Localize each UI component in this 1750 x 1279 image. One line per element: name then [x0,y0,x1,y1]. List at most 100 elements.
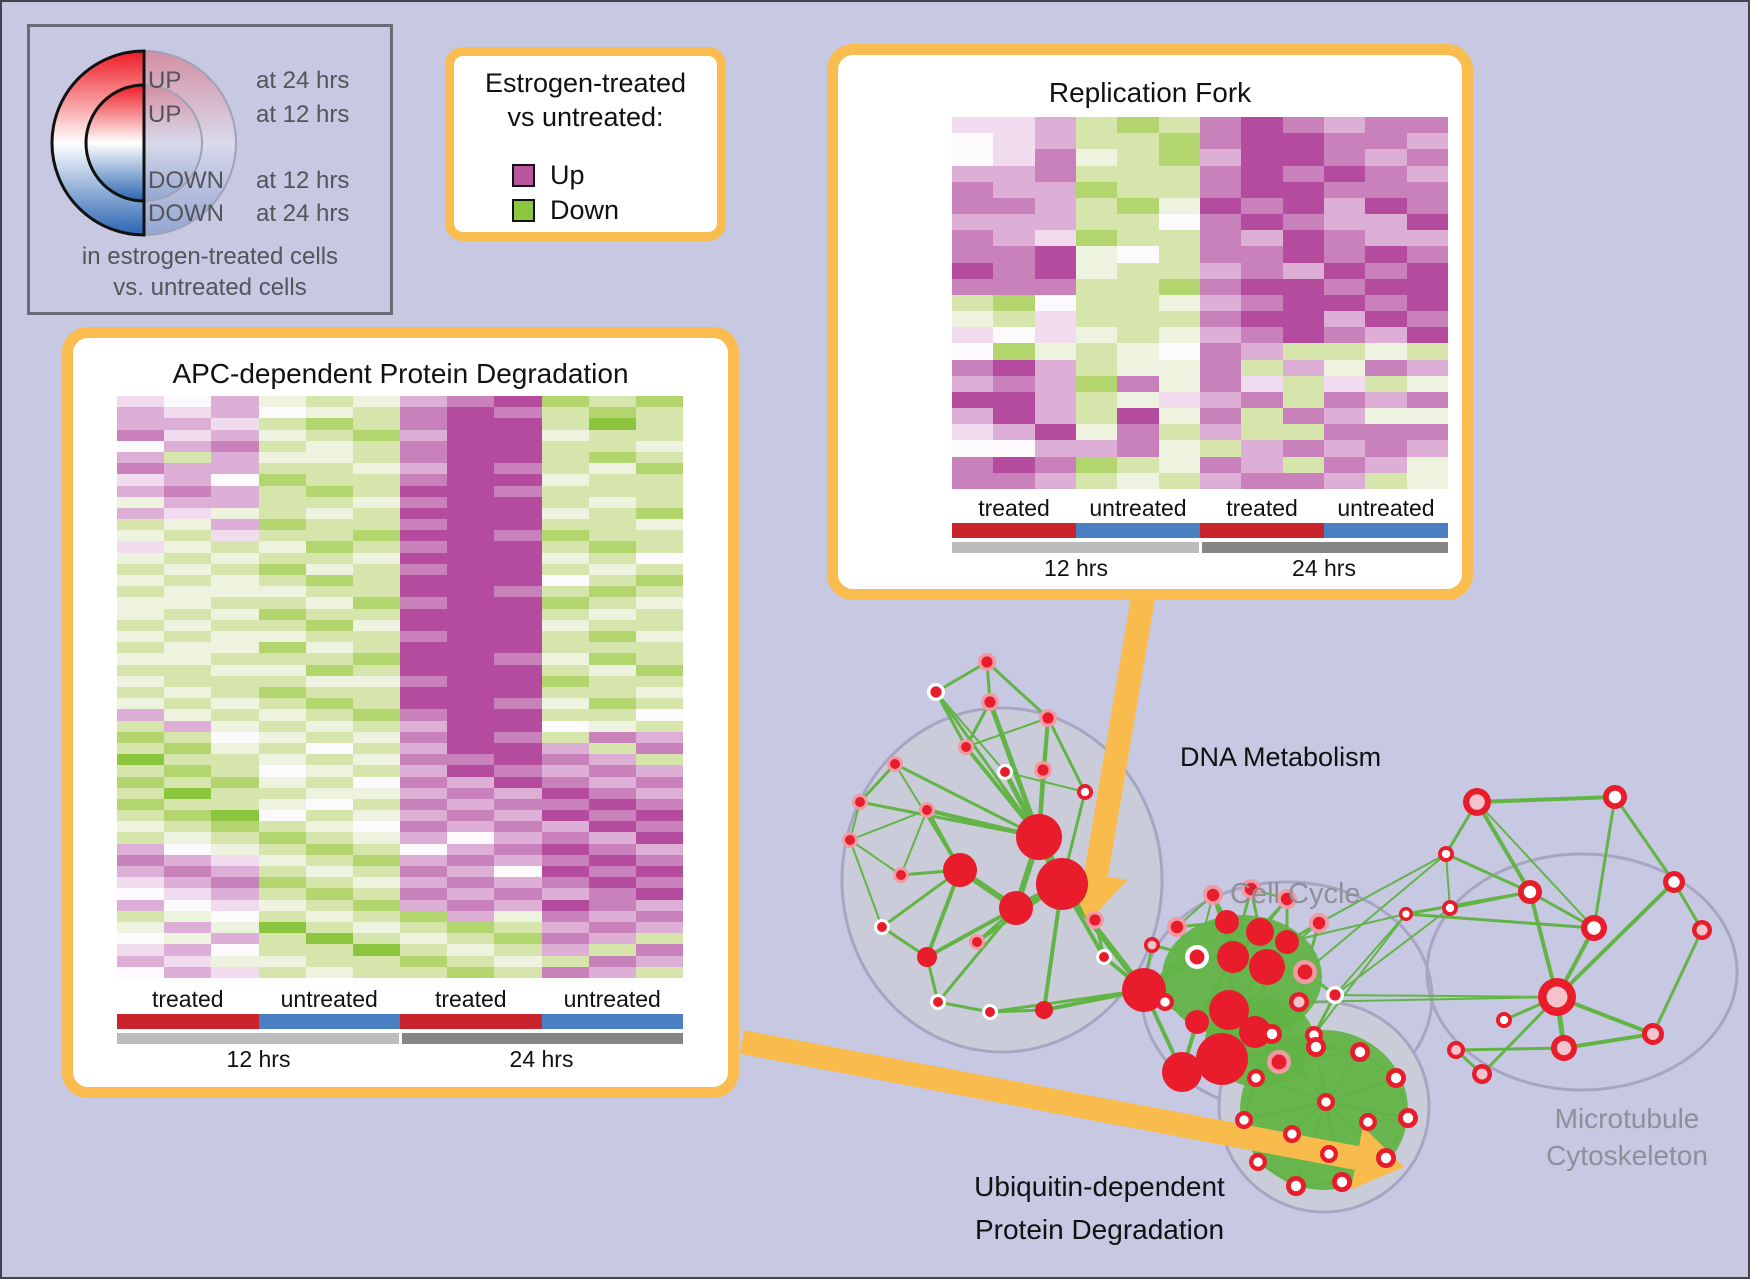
heatmap-cell [1117,133,1159,150]
heatmap-cell [1365,294,1407,312]
network-node-core [1668,876,1680,888]
heatmap-cell [1323,165,1366,182]
heatmap-cell [1406,197,1448,215]
network-node-core [1080,787,1090,797]
heatmap-cell [952,375,994,392]
heatmap-cell [1199,327,1242,344]
heatmap-cell [1323,327,1366,344]
heatmap-cell [400,955,448,967]
heatmap-cell [211,832,259,844]
heatmap-cell [1365,278,1407,295]
heatmap-cell [1158,278,1200,295]
network-node-core [1441,849,1451,859]
heatmap-cell [1075,117,1118,134]
heatmap-cell [494,519,542,531]
heatmap-cell [541,686,589,699]
direction-label: UP [148,67,182,94]
heatmap-cell [1241,391,1283,409]
network-node-core [1239,1115,1249,1125]
heatmap-cell [494,597,542,609]
heatmap-cell [541,731,589,743]
heatmap-cell [541,563,589,576]
network-edge [1313,913,1407,1036]
heatmap-cell [258,619,306,632]
network-edge [1592,795,1617,930]
heatmap-cell [400,944,448,956]
heatmap-cell [400,933,448,945]
heatmap-cell [258,821,306,833]
direction-label: DOWN [148,200,224,227]
heatmap-cell [1199,278,1242,295]
heatmap-cell [635,653,683,665]
heatmap-cell [305,742,353,755]
time-label: 12 hrs [226,1046,291,1072]
network-node-core [1042,712,1054,724]
heatmap-cell [352,854,400,867]
heatmap-cell [1323,311,1366,328]
heatmap-cell [541,698,589,710]
heatmap-cell [400,698,448,710]
heatmap-cell [1199,181,1242,198]
heatmap-cell [1199,149,1242,166]
heatmap-cell [164,765,212,777]
heatmap-cell [1075,343,1118,360]
heatmap-cell [1199,294,1242,312]
heatmap-cell [447,754,495,766]
heatmap-cell [952,149,994,166]
heatmap-cell [400,608,448,620]
network-edge [987,699,1042,840]
heatmap-cell [1158,408,1200,425]
heatmap-cell [588,798,636,811]
heatmap-cell [635,854,683,867]
heatmap-cell [117,776,165,788]
heatmap-cell [1282,165,1324,182]
heatmap-cell [541,720,589,732]
heatmap-cell [494,922,542,934]
heatmap-cell [1075,278,1118,295]
heatmap-cell [1282,359,1324,376]
network-node-core [1287,1129,1297,1139]
heatmap-cell [400,519,448,531]
heatmap-cell [541,866,589,878]
heatmap-cell [447,742,495,755]
heatmap-cell [1406,246,1448,263]
network-edge [849,839,883,928]
cluster-ellipse [1425,852,1739,1092]
heatmap-cell [211,888,259,900]
heatmap-cell [952,311,994,328]
heatmap-cell [1406,214,1448,231]
heatmap-cell [1034,456,1076,473]
legend-item-up: Up [512,158,619,193]
heatmap-cell [635,944,683,956]
network-edge [934,660,989,694]
heatmap-cell [1199,359,1242,376]
heatmap-cell [117,944,165,956]
heatmap-cell [1075,375,1118,392]
heatmap-cell [400,485,448,497]
heatmap-cell [117,541,165,553]
time-bar [952,542,1199,553]
heatmap-cell [400,474,448,486]
heatmap-cell [494,742,542,755]
heatmap-cell [494,866,542,878]
heatmap-cell [635,765,683,777]
heatmap-cell [1241,456,1283,473]
heatmap-cell [164,899,212,911]
heatmap-cell [211,922,259,934]
time-label: at 12 hrs [256,167,350,194]
heatmap-cell [258,631,306,643]
heatmap-cell [1075,262,1118,279]
heatmap-cell [494,798,542,811]
heatmap-cell [1406,472,1448,489]
heatmap-cell [541,877,589,889]
heatmap-cell [211,496,259,508]
heatmap-cell [588,675,636,687]
heatmap-cell [541,798,589,811]
heatmap-cell [211,720,259,732]
network-node-core [1290,1180,1302,1192]
heatmap-cell [447,631,495,643]
heatmap-cell [164,485,212,497]
heatmap-cell [635,810,683,822]
heatmap-cell [164,451,212,464]
heatmap-cell [588,754,636,766]
